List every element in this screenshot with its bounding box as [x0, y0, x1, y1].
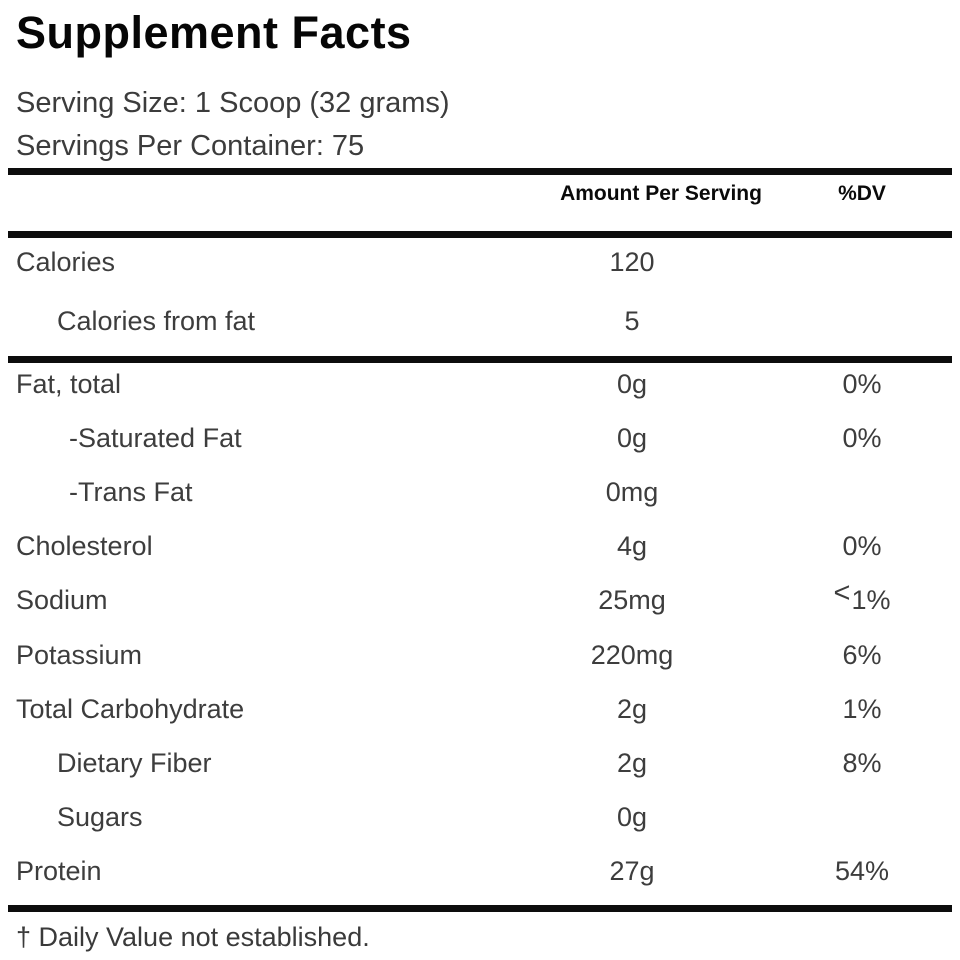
serving-info: Serving Size: 1 Scoop (32 grams) Serving…: [16, 82, 944, 168]
nutrient-amount: 0mg: [605, 476, 659, 507]
row-dietary-fiber: Dietary Fiber 2g 8%: [0, 742, 960, 796]
footnote-daily-value: † Daily Value not established.: [16, 921, 370, 952]
nutrient-amount: 120: [609, 247, 655, 277]
nutrient-label: Cholesterol: [16, 531, 153, 562]
less-than-sign: <: [833, 577, 851, 610]
nutrient-label: Total Carbohydrate: [16, 693, 245, 724]
label-title: Supplement Facts: [16, 7, 412, 58]
nutrient-dv: 6%: [842, 639, 882, 670]
row-saturated-fat: -Saturated Fat 0g 0%: [0, 417, 960, 471]
row-protein: Protein 27g 54%: [0, 851, 960, 905]
servings-per-container-line: Servings Per Container: 75: [16, 130, 365, 162]
nutrient-amount: 0g: [616, 802, 648, 833]
row-trans-fat: -Trans Fat 0mg: [0, 471, 960, 525]
serving-size-line: Serving Size: 1 Scoop (32 grams): [16, 87, 450, 119]
nutrient-amount: 5: [624, 306, 640, 336]
row-sodium: Sodium 25mg <1%: [0, 577, 960, 634]
nutrient-dv: 8%: [842, 747, 882, 778]
nutrient-amount: 2g: [616, 693, 648, 724]
nutrient-amount: 25mg: [598, 585, 666, 616]
nutrient-amount: 0g: [616, 368, 648, 399]
nutrient-label: Calories: [16, 247, 116, 277]
thick-divider-top: [8, 168, 952, 175]
nutrient-amount: 0g: [616, 422, 648, 453]
row-cholesterol: Cholesterol 4g 0%: [0, 526, 960, 580]
nutrient-label: Dietary Fiber: [57, 747, 212, 778]
thick-divider-under-header: [8, 231, 952, 238]
table-header-row: Amount Per Serving %DV: [0, 175, 960, 231]
dv-number: 1%: [851, 585, 891, 616]
row-sugars: Sugars 0g: [0, 797, 960, 851]
nutrient-label: Fat, total: [16, 368, 122, 399]
nutrient-label: Potassium: [16, 639, 143, 670]
nutrient-label: -Saturated Fat: [69, 422, 242, 453]
nutrient-label: Protein: [16, 856, 102, 887]
nutrient-label: -Trans Fat: [69, 476, 193, 507]
header-percent-dv: %DV: [838, 182, 886, 205]
nutrient-label: Sodium: [16, 585, 108, 616]
thick-divider-under-calories: [8, 356, 952, 363]
nutrient-label: Calories from fat: [57, 306, 256, 336]
nutrient-dv: 0%: [842, 531, 882, 562]
nutrient-dv: 1%: [842, 693, 882, 724]
nutrient-dv: <1%: [784, 577, 940, 617]
thick-divider-bottom: [8, 904, 952, 912]
nutrient-dv: 0%: [842, 422, 882, 453]
row-calories-from-fat: Calories from fat 5: [0, 297, 960, 356]
nutrient-amount: 27g: [609, 856, 655, 887]
nutrient-dv: 0%: [842, 368, 882, 399]
row-total-carbohydrate: Total Carbohydrate 2g 1%: [0, 688, 960, 742]
nutrient-amount: 4g: [616, 531, 648, 562]
nutrient-amount: 2g: [616, 747, 648, 778]
row-fat-total: Fat, total 0g 0%: [0, 363, 960, 417]
row-potassium: Potassium 220mg 6%: [0, 634, 960, 688]
row-calories: Calories 120: [0, 238, 960, 297]
nutrient-amount: 220mg: [590, 639, 674, 670]
nutrient-dv: 54%: [834, 856, 890, 887]
nutrient-label: Sugars: [57, 802, 143, 833]
header-amount-per-serving: Amount Per Serving: [560, 182, 762, 205]
